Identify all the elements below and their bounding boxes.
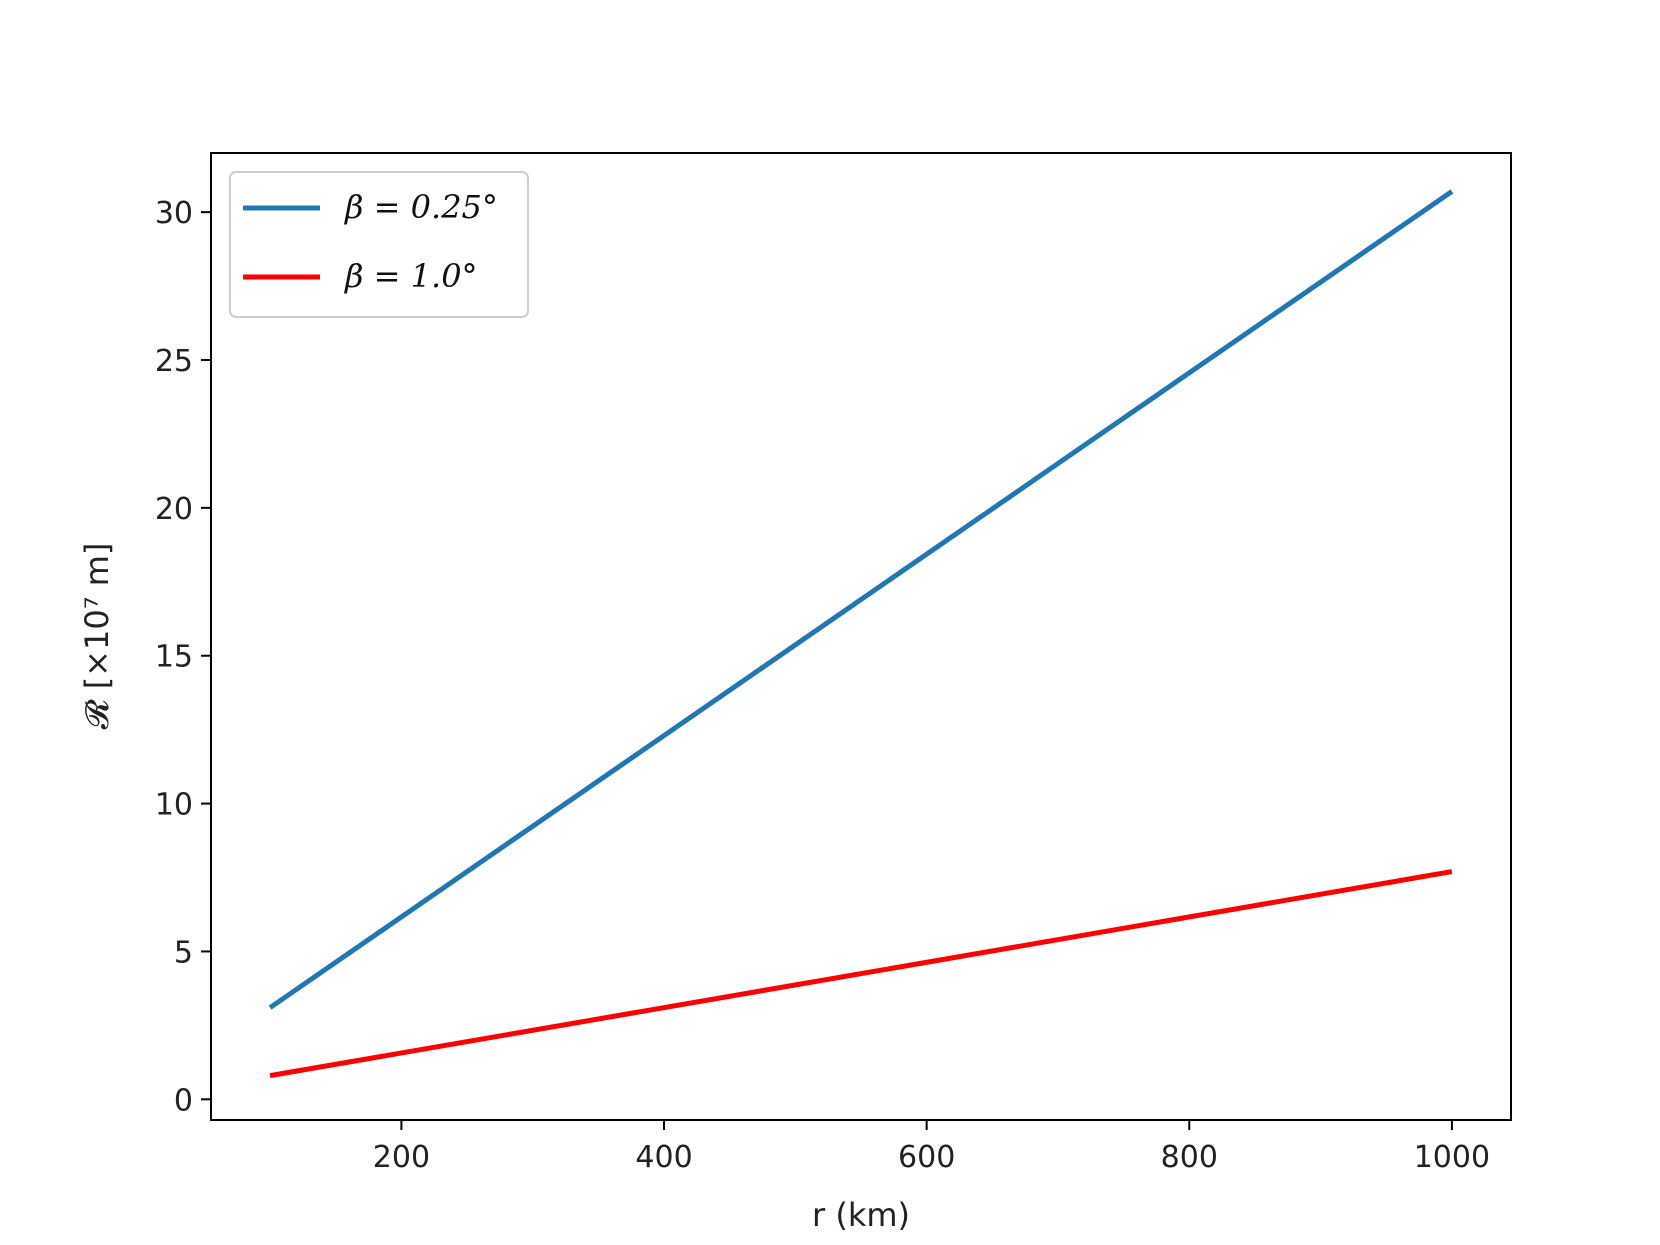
x-axis-label: r (km) xyxy=(812,1196,910,1234)
x-tick-label: 800 xyxy=(1161,1140,1218,1175)
series-lines xyxy=(268,189,1454,1079)
y-axis-label: 𝓡 [×10⁷ m] xyxy=(78,543,116,730)
plot-frame xyxy=(210,152,1512,1121)
y-tick-label: 0 xyxy=(174,1083,193,1118)
series-line-1 xyxy=(269,869,1453,1079)
y-tick-label: 5 xyxy=(174,935,193,970)
x-axis: 200 400 600 800 1000 xyxy=(373,1120,1490,1175)
x-tick-label: 200 xyxy=(373,1140,430,1175)
x-tick-label: 600 xyxy=(898,1140,955,1175)
legend-label-blue: β = 0.25° xyxy=(344,188,498,226)
legend: β = 0.25° β = 1.0° xyxy=(229,171,529,318)
x-tick-label: 1000 xyxy=(1414,1140,1490,1175)
y-tick-label: 15 xyxy=(155,640,193,675)
y-tick-label: 25 xyxy=(155,344,193,379)
y-axis: 0 5 10 15 20 25 30 xyxy=(155,196,211,1118)
legend-label-red: β = 1.0° xyxy=(344,257,478,295)
y-tick-label: 20 xyxy=(155,492,193,527)
y-tick-label: 10 xyxy=(155,788,193,823)
x-tick-label: 400 xyxy=(635,1140,692,1175)
series-line-0 xyxy=(268,189,1454,1010)
y-tick-label: 30 xyxy=(155,196,193,231)
